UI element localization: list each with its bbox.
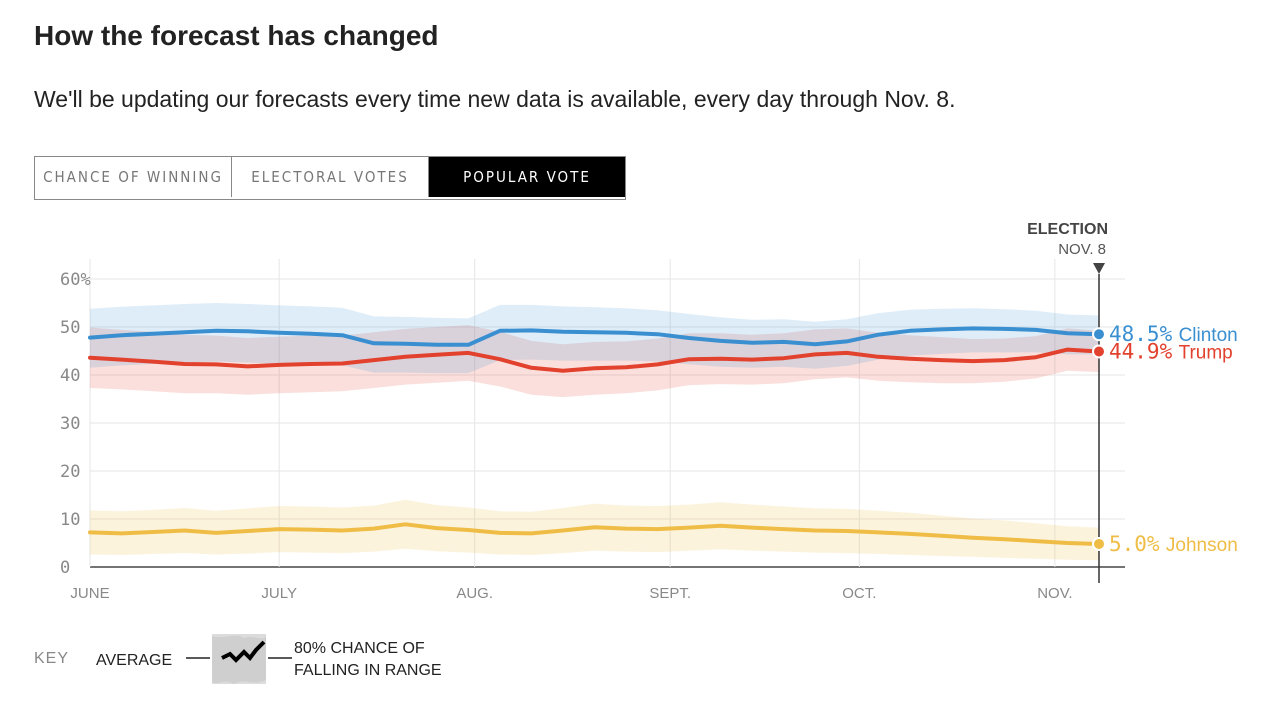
clinton-end-value: 48.5% <box>1109 322 1173 346</box>
election-marker-date: NOV. 8 <box>1058 241 1106 258</box>
johnson-average-line <box>88 522 1101 546</box>
tab-chance-of-winning[interactable]: CHANCE OF WINNING <box>35 157 231 197</box>
chart-y-axis: 0 10 20 30 40 50 60% <box>60 270 91 578</box>
y-tick-label-40: 40 <box>60 366 80 386</box>
chart-key: KEY AVERAGE 80% CHANCE OF FALLING IN RAN… <box>34 632 474 688</box>
y-tick-label-60: 60% <box>60 270 91 290</box>
y-tick-label-0: 0 <box>60 558 70 578</box>
chart-x-axis: JUNE JULY AUG. SEPT. OCT. NOV. <box>70 585 1072 602</box>
clinton-range-band <box>90 303 1099 374</box>
tab-popular-vote[interactable]: POPULAR VOTE <box>428 157 625 197</box>
x-tick-label-oct: OCT. <box>842 585 876 602</box>
y-tick-label-10: 10 <box>60 510 80 530</box>
election-arrow-icon <box>1093 263 1105 274</box>
clinton-average-line <box>88 326 1101 347</box>
trump-end-dot <box>1092 344 1106 359</box>
johnson-end-value: 5.0% <box>1109 532 1160 556</box>
chart-gridlines <box>89 259 1125 568</box>
y-tick-label-20: 20 <box>60 462 80 482</box>
y-tick-label-50: 50 <box>60 318 80 338</box>
trump-end-name: Trump <box>1179 342 1233 363</box>
key-illustration-icon <box>186 634 292 684</box>
johnson-range-band <box>90 499 1099 561</box>
key-range-shape-icon <box>212 635 266 684</box>
x-tick-label-sept: SEPT. <box>649 585 691 602</box>
x-tick-label-nov: NOV. <box>1037 585 1072 602</box>
trump-average-line <box>88 347 1101 373</box>
tab-electoral-votes[interactable]: ELECTORAL VOTES <box>231 157 428 197</box>
page-title: How the forecast has changed <box>34 20 439 51</box>
x-tick-label-july: JULY <box>261 585 297 602</box>
chart-series-lines <box>88 326 1101 546</box>
johnson-end-name: Johnson <box>1166 535 1238 556</box>
election-marker-title: ELECTION <box>1027 221 1108 238</box>
key-range-label: 80% CHANCE OF FALLING IN RANGE <box>294 638 474 682</box>
chart-end-labels: 48.5% Clinton 44.9% Trump 5.0% Johnson <box>1092 322 1238 556</box>
page-subtitle: We'll be updating our forecasts every ti… <box>34 86 956 112</box>
popular-vote-chart: 0 10 20 30 40 50 60% JUNE JULY AUG. SEPT. OCT. NOV.… <box>60 221 1238 602</box>
clinton-end-name: Clinton <box>1179 325 1238 346</box>
trump-end-value: 44.9% <box>1109 339 1173 363</box>
key-range-line2: FALLING IN RANGE <box>294 662 442 679</box>
key-average-label: AVERAGE <box>96 652 173 669</box>
forecast-tabs: CHANCE OF WINNING ELECTORAL VOTES POPULA… <box>34 156 626 200</box>
y-tick-label-30: 30 <box>60 414 80 434</box>
key-average-line-icon <box>221 640 266 663</box>
key-range-line1: 80% CHANCE OF <box>294 640 425 657</box>
clinton-end-dot <box>1092 327 1106 342</box>
key-label: KEY <box>34 650 70 667</box>
x-tick-label-june: JUNE <box>70 585 109 602</box>
chart-uncertainty-bands <box>90 303 1099 561</box>
johnson-end-dot <box>1092 536 1106 551</box>
x-tick-label-aug: AUG. <box>456 585 493 602</box>
election-day-marker: ELECTION NOV. 8 <box>1027 221 1108 583</box>
